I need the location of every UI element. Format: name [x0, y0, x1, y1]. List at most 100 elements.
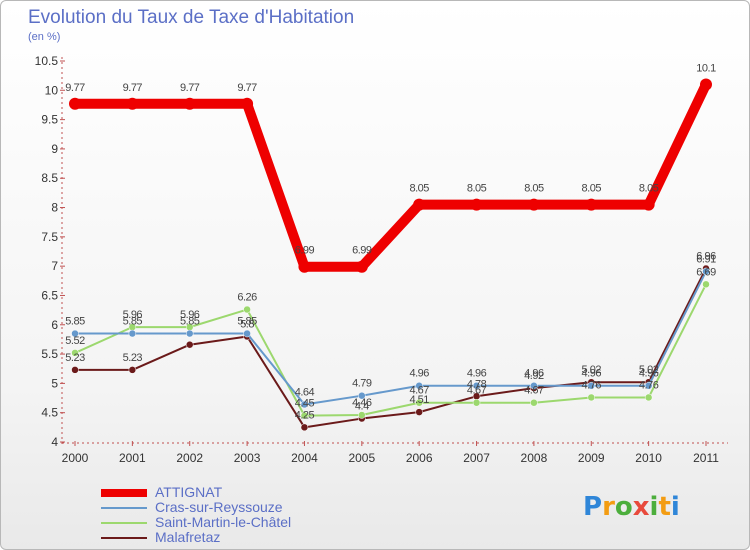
data-point: [185, 340, 194, 349]
legend-label: Malafretaz: [155, 529, 221, 545]
data-point: [644, 393, 653, 402]
data-point: [241, 97, 254, 110]
data-label: 9.77: [65, 82, 85, 94]
data-point: [644, 381, 653, 390]
data-label: 4.96: [639, 368, 659, 380]
data-label: 4.51: [409, 394, 429, 406]
legend-swatch: [101, 507, 147, 509]
data-label: 8.05: [639, 183, 659, 195]
data-label: 4.76: [639, 379, 659, 391]
data-label: 5.02: [639, 364, 659, 376]
logo-letter: i: [649, 492, 659, 522]
data-point: [413, 198, 426, 211]
chart-legend: ATTIGNAT Cras-sur-Reyssouze Saint-Martin-l…: [101, 484, 361, 546]
x-tick-label: 2011: [693, 451, 719, 465]
series-line-saint-martin-le-ch-tel: [74, 283, 707, 417]
data-label: 4.46: [352, 397, 372, 409]
data-point: [358, 391, 366, 400]
data-label: 5.96: [123, 309, 143, 321]
data-label: 4.79: [352, 378, 372, 390]
x-tick-label: 2006: [406, 451, 433, 465]
data-point: [71, 349, 79, 357]
y-tick-label: 6: [51, 318, 58, 332]
data-label: 5.85: [123, 316, 143, 328]
proxiti-logo: Proxiti: [583, 492, 680, 522]
data-label: 4.92: [524, 370, 544, 382]
legend-swatch: [101, 522, 147, 524]
data-label: 8.05: [467, 183, 487, 195]
data-point: [355, 260, 368, 273]
data-label: 10.1: [696, 62, 716, 74]
legend-item: Cras-sur-Reyssouze: [101, 499, 361, 516]
data-point: [358, 411, 366, 419]
y-tick-label: 5.5: [41, 347, 58, 361]
data-point: [126, 97, 139, 110]
data-point: [71, 366, 79, 374]
data-point: [415, 408, 423, 416]
data-point: [71, 329, 79, 338]
data-point: [298, 260, 311, 273]
legend-item: ATTIGNAT: [101, 484, 361, 501]
data-point: [700, 78, 712, 91]
data-label: 4.25: [295, 409, 315, 421]
chart-title: Evolution du Taux de Taxe d'Habitation: [28, 7, 355, 28]
y-tick-label: 9.5: [41, 113, 58, 127]
legend-label: Cras-sur-Reyssouze: [155, 499, 283, 515]
data-label: 4.78: [467, 378, 487, 390]
data-label: 4.67: [524, 385, 544, 397]
data-label: 5.23: [123, 352, 143, 364]
data-label: 6.69: [696, 266, 716, 278]
logo-letter: x: [632, 492, 650, 522]
y-tick-label: 8.5: [41, 171, 58, 185]
data-label: 4.96: [467, 368, 487, 380]
data-point: [300, 411, 309, 420]
data-label: 5.85: [237, 316, 257, 328]
y-tick-label: 10: [45, 83, 59, 97]
data-point: [587, 381, 596, 390]
data-label: 9.77: [180, 82, 200, 94]
data-label: 5.52: [65, 335, 85, 347]
data-point: [69, 97, 81, 110]
x-tick-label: 2003: [234, 451, 261, 465]
logo-letter: o: [614, 492, 633, 522]
data-point: [415, 381, 423, 390]
data-point: [183, 97, 196, 110]
legend-label: ATTIGNAT: [155, 484, 223, 500]
x-tick-label: 2000: [62, 451, 89, 465]
data-label: 8.05: [409, 183, 429, 195]
data-point: [530, 398, 538, 407]
data-label: 6.99: [295, 245, 315, 257]
y-tick-label: 4: [51, 435, 58, 449]
data-point: [470, 198, 483, 211]
legend-item: Malafretaz: [101, 529, 361, 546]
y-tick-label: 9: [51, 142, 58, 156]
x-tick-label: 2004: [291, 451, 318, 465]
data-point: [415, 398, 423, 407]
data-label: 5.85: [65, 316, 85, 328]
data-point: [472, 381, 481, 390]
data-point: [527, 198, 540, 211]
x-tick-label: 2001: [119, 451, 146, 465]
series-line-attignat: [70, 79, 711, 272]
data-point: [702, 267, 710, 276]
data-label: 4.45: [295, 398, 315, 410]
data-label: 5.8: [240, 318, 254, 330]
data-label: 5.02: [582, 364, 602, 376]
data-label: 8.05: [582, 183, 602, 195]
x-tick-label: 2008: [521, 451, 548, 465]
data-label: 4.96: [524, 368, 544, 380]
data-point: [702, 280, 710, 289]
x-tick-label: 2005: [348, 451, 375, 465]
data-point: [128, 366, 137, 374]
legend-item: Saint-Martin-le-Châtel: [101, 514, 361, 531]
y-tick-label: 7.5: [41, 230, 58, 244]
data-label: 4.64: [295, 386, 315, 398]
logo-letter: P: [583, 492, 603, 522]
logo-letter: t: [658, 492, 671, 522]
data-label: 9.77: [123, 82, 143, 94]
data-label: 5.85: [180, 316, 200, 328]
data-point: [585, 198, 598, 211]
chart-subtitle: (en %): [28, 31, 61, 43]
